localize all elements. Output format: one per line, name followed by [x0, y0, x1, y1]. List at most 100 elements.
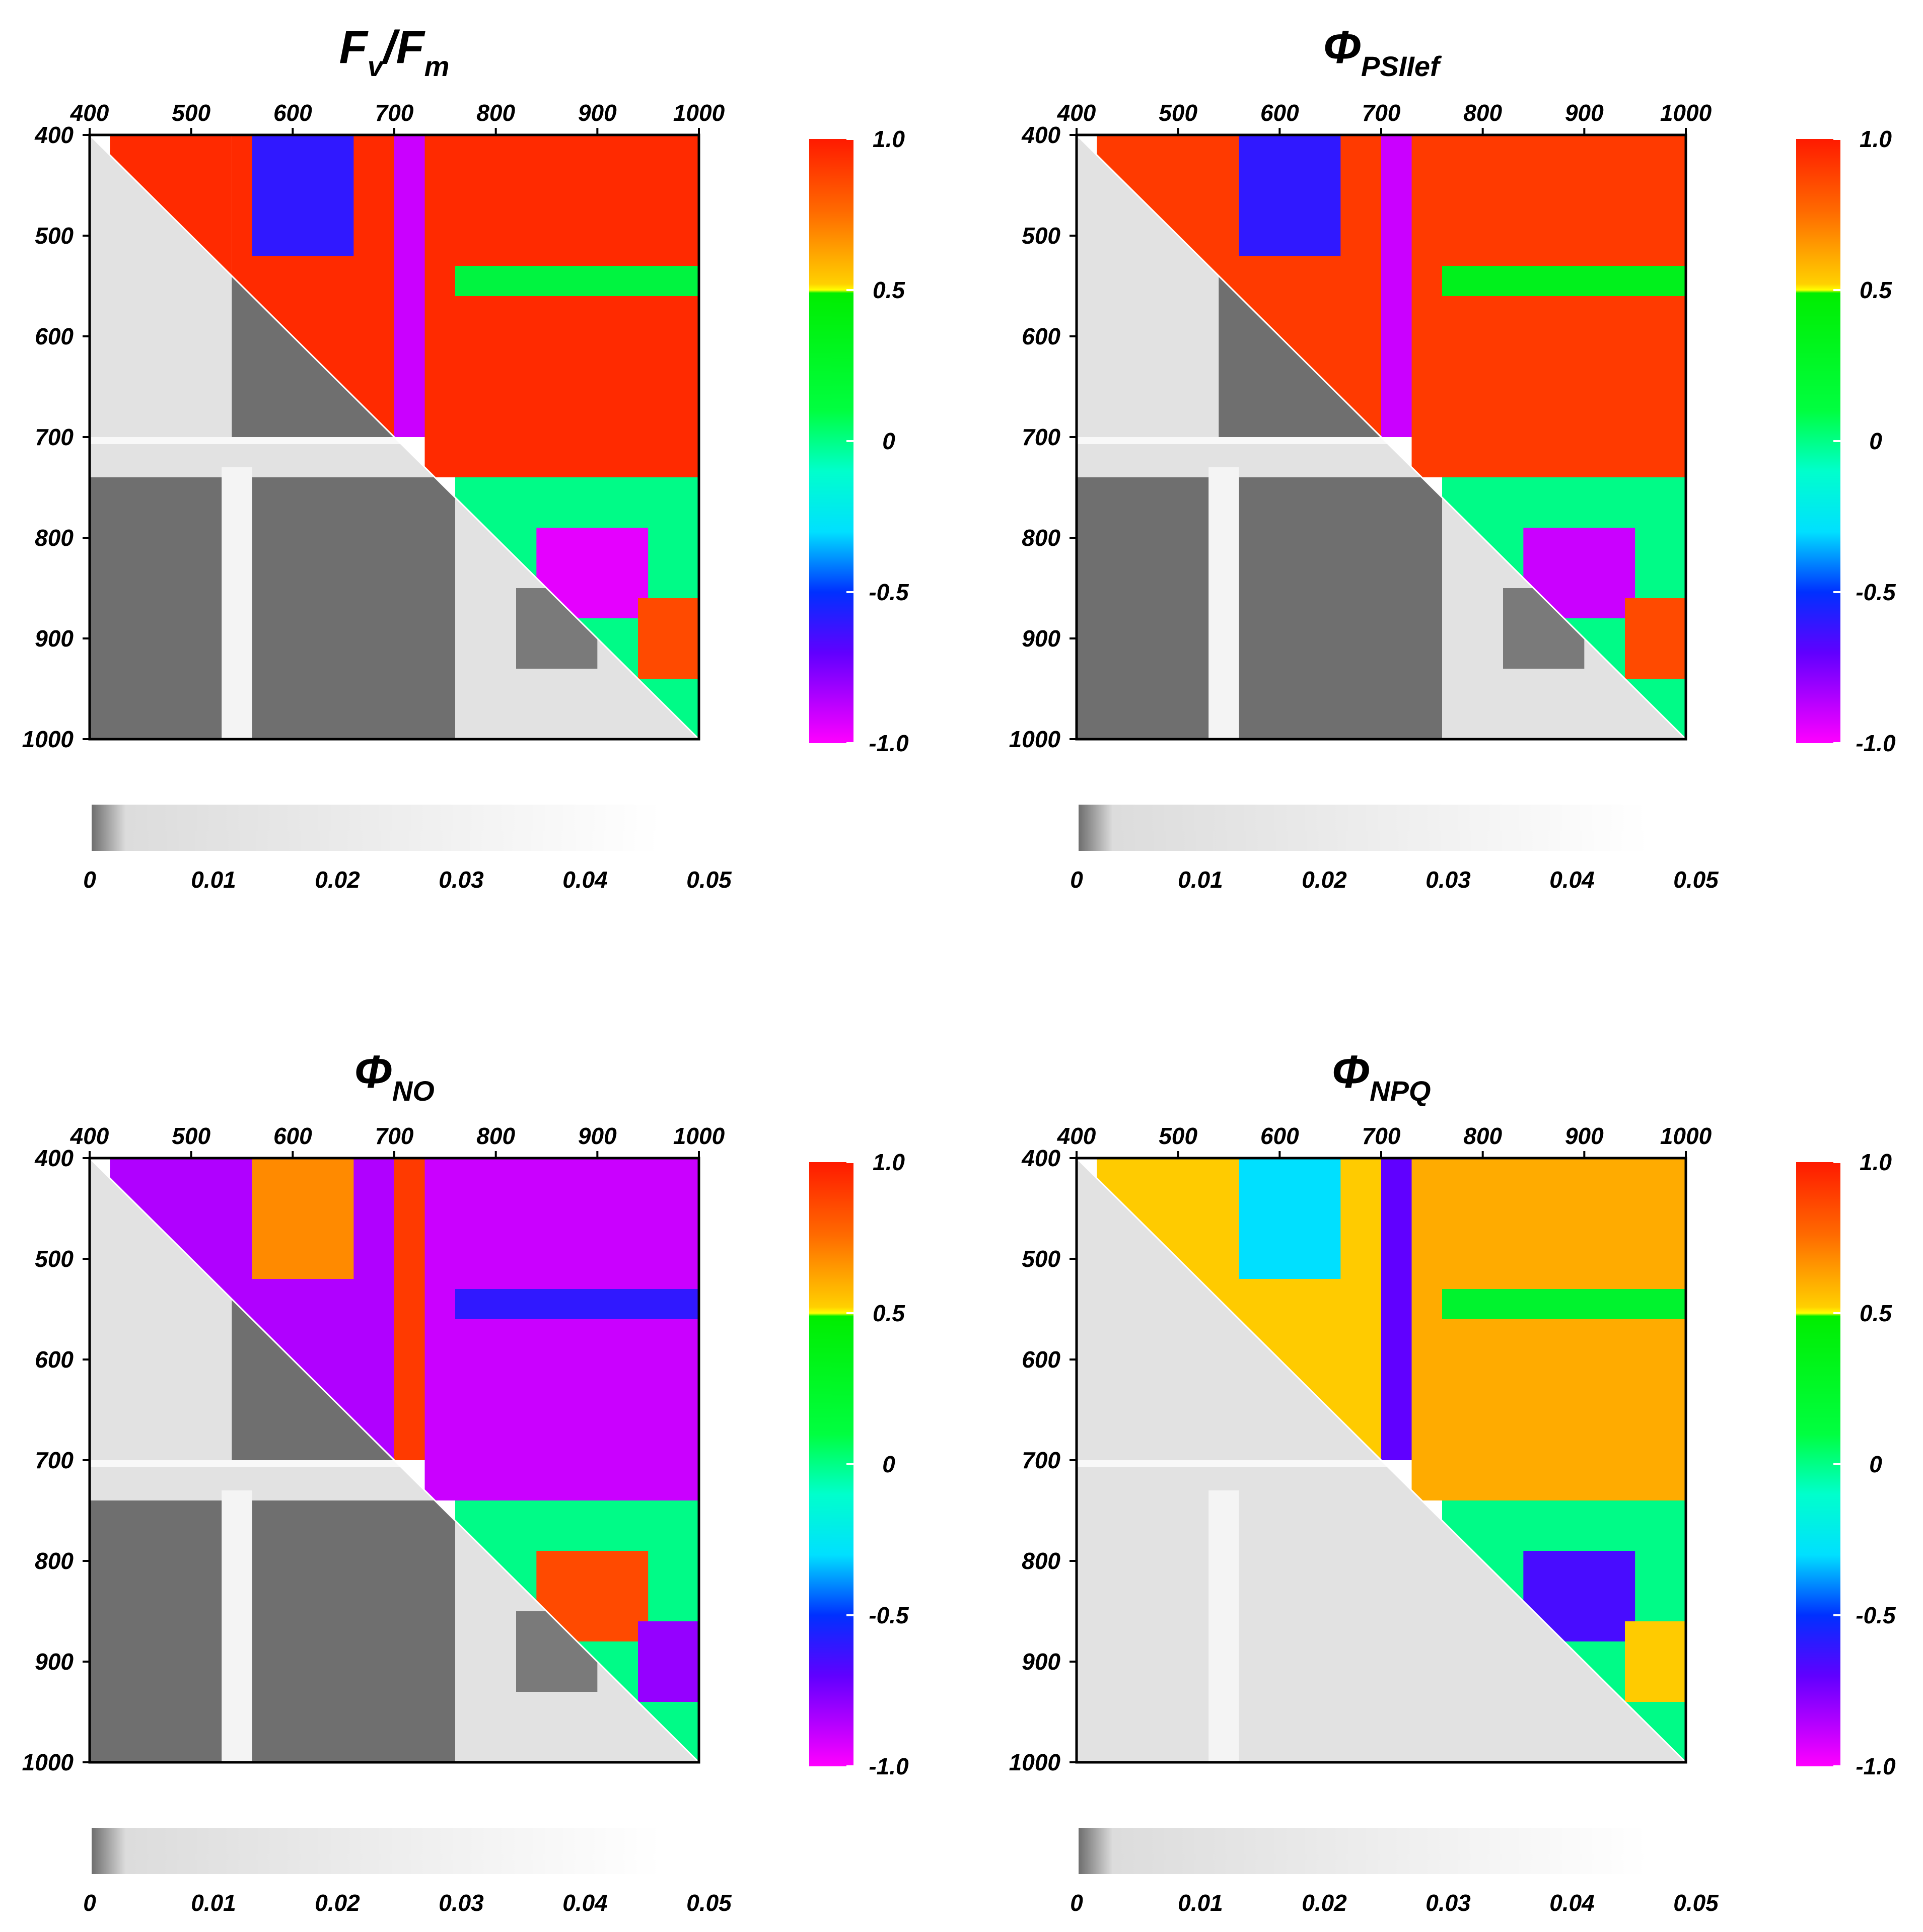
x-tick-label: 1000 [1660, 100, 1712, 126]
heat-region [1442, 1289, 1686, 1319]
pvalue-region [90, 1500, 455, 1762]
color-scale-label: 0 [1869, 1451, 1882, 1477]
heat-region [394, 1158, 425, 1460]
pvalue-region [222, 1490, 252, 1762]
color-scale-label: -1.0 [1856, 730, 1896, 756]
color-scale-label: -1.0 [1856, 1753, 1896, 1779]
pvalue-scale-label: 0.02 [1302, 867, 1347, 893]
pvalue-scale-bar [92, 805, 661, 851]
y-tick-label: 700 [35, 424, 74, 450]
color-scale-label: 1.0 [1860, 126, 1892, 152]
heat-region [1381, 1158, 1412, 1460]
color-scale-label: -1.0 [869, 1753, 909, 1779]
heat-region [1411, 1158, 1686, 1500]
x-tick-label: 1000 [673, 1123, 725, 1149]
pvalue-scale-label: 0.05 [686, 867, 732, 893]
y-tick-label: 400 [1021, 1145, 1060, 1171]
heat-region [252, 135, 354, 256]
heat-region [638, 598, 699, 679]
x-tick-label: 1000 [1660, 1123, 1712, 1149]
color-scale-label: -0.5 [1856, 579, 1896, 605]
x-tick-label: 500 [172, 100, 210, 126]
x-tick-label: 700 [375, 100, 414, 126]
pvalue-scale-label: 0.01 [191, 867, 236, 893]
pvalue-scale-label: 0.02 [1302, 1890, 1347, 1916]
heat-region [252, 1158, 354, 1279]
panel-title: ΦNO [354, 1046, 435, 1107]
y-tick-label: 800 [35, 1548, 74, 1574]
y-tick-label: 500 [35, 223, 74, 249]
pvalue-scale-label: 0 [1070, 867, 1083, 893]
heat-region [455, 266, 699, 296]
y-tick-label: 1000 [22, 726, 74, 752]
color-scale-label: 1.0 [873, 1149, 905, 1175]
x-tick-label: 1000 [673, 100, 725, 126]
y-tick-label: 1000 [22, 1749, 74, 1775]
pvalue-region [90, 477, 455, 739]
y-tick-label: 600 [1022, 323, 1060, 349]
y-tick-label: 500 [35, 1246, 74, 1272]
panel-title: ΦPSIIef [1323, 22, 1442, 82]
pvalue-scale-label: 0.05 [1673, 1890, 1719, 1916]
x-tick-label: 500 [1159, 1123, 1197, 1149]
x-tick-label: 900 [578, 100, 617, 126]
heat-region [455, 1289, 699, 1319]
pvalue-scale-label: 0.03 [1426, 867, 1471, 893]
y-tick-label: 700 [1022, 424, 1060, 450]
pvalue-scale-bar [1079, 1828, 1648, 1874]
heat-region [424, 1158, 699, 1500]
color-scale-label: -0.5 [869, 1602, 909, 1628]
y-tick-label: 600 [35, 1346, 74, 1373]
heat-region [1381, 135, 1412, 437]
pvalue-scale-label: 0.03 [1426, 1890, 1471, 1916]
pvalue-scale-label: 0 [83, 867, 96, 893]
y-tick-label: 1000 [1009, 1749, 1061, 1775]
pvalue-scale-label: 0 [1070, 1890, 1083, 1916]
color-scale-label: 0 [882, 428, 895, 454]
heat-region [1625, 598, 1686, 679]
y-tick-label: 800 [35, 525, 74, 551]
pvalue-scale-label: 0.02 [315, 867, 360, 893]
x-tick-label: 600 [1260, 100, 1299, 126]
heat-region [1625, 1621, 1686, 1702]
heat-region [424, 135, 699, 477]
pvalue-region [1077, 1460, 1442, 1467]
pvalue-scale-label: 0.03 [439, 1890, 484, 1916]
heat-region [1442, 266, 1686, 296]
heat-region [394, 135, 425, 437]
x-tick-label: 800 [1463, 100, 1502, 126]
x-tick-label: 400 [1057, 1123, 1096, 1149]
x-tick-label: 500 [172, 1123, 210, 1149]
pvalue-scale-label: 0.04 [562, 867, 608, 893]
color-scale-label: 0 [882, 1451, 895, 1477]
diagonal-line [1076, 1157, 1687, 1763]
pvalue-scale-label: 0.01 [1178, 867, 1223, 893]
panel-1: 400 500 600 700 800 900 1000 400 500 600 700 800 900… [22, 22, 909, 893]
pvalue-region [90, 1460, 455, 1467]
y-tick-label: 900 [35, 1649, 74, 1675]
heat-region [638, 1621, 699, 1702]
y-tick-label: 1000 [1009, 726, 1061, 752]
pvalue-scale-label: 0.01 [191, 1890, 236, 1916]
y-tick-label: 500 [1022, 223, 1060, 249]
pvalue-scale-label: 0.03 [439, 867, 484, 893]
pvalue-scale-label: 0.04 [562, 1890, 608, 1916]
heat-region [1411, 135, 1686, 477]
x-tick-label: 700 [1362, 100, 1401, 126]
y-tick-label: 400 [34, 122, 74, 148]
color-scale-label: -0.5 [869, 579, 909, 605]
color-scale-label: 1.0 [1860, 1149, 1892, 1175]
x-tick-label: 900 [578, 1123, 617, 1149]
x-tick-label: 600 [273, 100, 312, 126]
panel-title: Fv/Fm [339, 22, 450, 82]
color-scale-label: 0.5 [873, 277, 905, 303]
pvalue-scale-label: 0 [83, 1890, 96, 1916]
panel-4: 400 500 600 700 800 900 1000 400 500 600 700 800 900… [1009, 1046, 1896, 1916]
x-tick-label: 500 [1159, 100, 1197, 126]
pvalue-scale-label: 0.01 [1178, 1890, 1223, 1916]
y-tick-label: 800 [1022, 525, 1060, 551]
x-tick-label: 700 [1362, 1123, 1401, 1149]
pvalue-region [1208, 467, 1239, 739]
panel-3: 400 500 600 700 800 900 1000 400 500 600 700 800 900… [22, 1046, 909, 1916]
